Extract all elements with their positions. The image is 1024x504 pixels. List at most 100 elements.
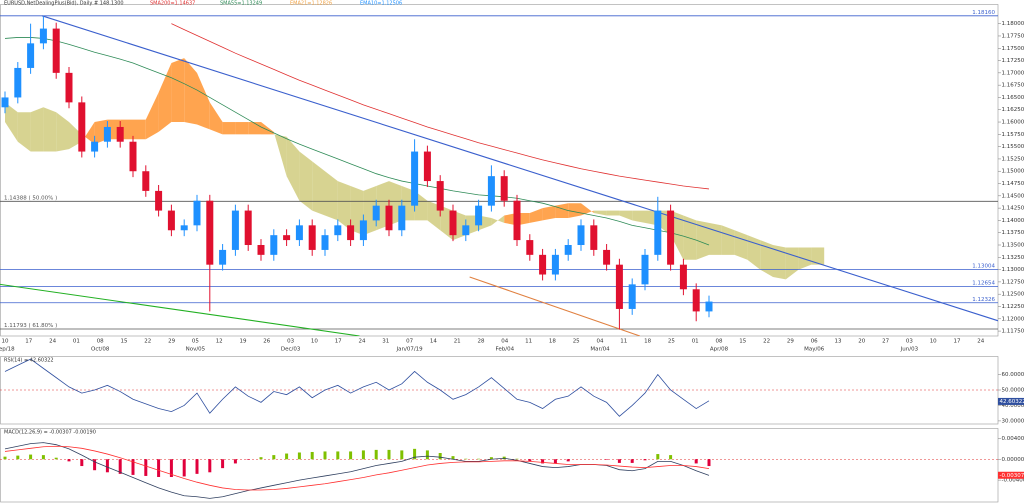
x-tick-label: 04 bbox=[597, 339, 604, 345]
y-tick-label: 1.13750 bbox=[1002, 230, 1024, 236]
candle-body bbox=[667, 210, 675, 265]
macd-histogram-bar bbox=[182, 459, 186, 477]
indicator-label: EMA10=1.12506 bbox=[360, 0, 402, 6]
macd-histogram-bar bbox=[515, 458, 519, 460]
macd-marker-box bbox=[998, 471, 1024, 479]
x-tick-label: 15 bbox=[739, 339, 746, 345]
macd-histogram-bar bbox=[131, 459, 135, 475]
candle-body bbox=[142, 171, 150, 191]
cloud-segment bbox=[209, 102, 223, 135]
cloud-segment bbox=[542, 205, 556, 221]
moving-average bbox=[4, 37, 710, 246]
candle-body bbox=[180, 225, 188, 231]
y-tick-label: 1.13500 bbox=[1002, 243, 1024, 249]
cloud-segment bbox=[529, 208, 543, 223]
cloud-segment bbox=[133, 119, 146, 140]
x-tick-label: 24 bbox=[977, 339, 984, 345]
x-tick-label: 06 bbox=[811, 339, 818, 345]
rsi-tick-label: 30.00000 bbox=[1002, 418, 1024, 424]
x-month-label: Oct/08 bbox=[91, 347, 110, 353]
level-label: 1.18160 bbox=[972, 10, 995, 16]
cloud-segment bbox=[337, 181, 351, 231]
x-tick-label: 01 bbox=[692, 339, 699, 345]
x-tick-label: 18 bbox=[549, 339, 556, 345]
candle-body bbox=[1, 97, 9, 108]
cloud-segment bbox=[811, 247, 825, 265]
macd-histogram-bar bbox=[477, 458, 481, 460]
cloud-segment bbox=[785, 247, 799, 280]
candle-body bbox=[91, 141, 99, 152]
indicator-label: SMA55=1.13249 bbox=[220, 0, 262, 6]
x-tick-label: 08 bbox=[97, 339, 104, 345]
y-tick-label: 1.17000 bbox=[1002, 70, 1024, 76]
x-tick-label: 29 bbox=[787, 339, 794, 345]
macd-tick-label: 0.00400 bbox=[1002, 436, 1024, 442]
candle-body bbox=[679, 264, 687, 290]
x-tick-label: 27 bbox=[882, 339, 889, 345]
x-month-label: Dec/03 bbox=[281, 347, 301, 353]
candle-body bbox=[359, 220, 367, 241]
x-month-label: Nov/05 bbox=[186, 347, 206, 353]
macd-histogram-bar bbox=[29, 454, 33, 460]
candle-body bbox=[513, 200, 521, 241]
macd-tick-label: 0.00000 bbox=[1002, 457, 1024, 463]
x-tick-label: 10 bbox=[2, 339, 9, 345]
macd-panel-frame bbox=[0, 428, 999, 503]
macd-histogram-bar bbox=[297, 452, 301, 460]
candle-body bbox=[257, 245, 265, 255]
candle-body bbox=[423, 151, 431, 182]
cloud-segment bbox=[709, 222, 722, 255]
level-label: 1.13004 bbox=[972, 263, 995, 269]
cloud-segment bbox=[325, 171, 338, 221]
x-tick-label: 04 bbox=[501, 339, 508, 345]
cloud-segment bbox=[43, 107, 57, 152]
macd-marker-label: -0.00307 bbox=[1000, 473, 1024, 479]
candle-body bbox=[705, 301, 713, 312]
macd-histogram-bar bbox=[80, 459, 84, 467]
x-month-label: Jan/07/19 bbox=[396, 347, 424, 353]
x-tick-label: 29 bbox=[168, 339, 175, 345]
x-month-label: Sep/18 bbox=[0, 347, 15, 353]
trendline bbox=[0, 283, 360, 336]
candle-body bbox=[65, 72, 73, 103]
level-label: 1.12326 bbox=[972, 297, 995, 303]
indicator-label: EMA21=1.12826 bbox=[290, 0, 332, 6]
candle-body bbox=[129, 141, 137, 172]
x-tick-label: 08 bbox=[716, 339, 723, 345]
indicator-label: SMA200=1.14637 bbox=[150, 0, 195, 6]
candle-body bbox=[603, 249, 611, 265]
candle-body bbox=[487, 176, 495, 206]
cloud-segment bbox=[773, 245, 786, 280]
x-tick-label: 24 bbox=[359, 339, 366, 345]
macd-histogram-bar bbox=[285, 453, 289, 460]
macd-histogram-bar bbox=[528, 459, 532, 462]
cloud-segment bbox=[632, 210, 645, 223]
macd-histogram-bar bbox=[630, 459, 634, 463]
x-tick-label: 26 bbox=[263, 339, 270, 345]
macd-histogram-bar bbox=[694, 459, 698, 464]
candle-body bbox=[244, 210, 252, 246]
y-tick-label: 1.17500 bbox=[1002, 46, 1024, 52]
macd-histogram-bar bbox=[605, 459, 609, 460]
candle-body bbox=[526, 240, 534, 255]
macd-histogram-bar bbox=[272, 455, 276, 460]
x-tick-label: 12 bbox=[216, 339, 223, 345]
chart-header: EURUSD,NetDealingPlus(Bid), Daily # 148.… bbox=[4, 0, 124, 6]
macd-histogram-bar bbox=[361, 450, 365, 460]
cloud-segment bbox=[30, 107, 44, 152]
cloud-segment bbox=[273, 131, 287, 177]
candle-body bbox=[219, 249, 227, 265]
x-month-label: Mar/04 bbox=[590, 347, 610, 353]
y-tick-label: 1.14500 bbox=[1002, 193, 1024, 199]
candle-body bbox=[270, 235, 278, 255]
cloud-segment bbox=[606, 210, 620, 216]
macd-histogram-bar bbox=[425, 450, 429, 460]
y-tick-label: 1.13250 bbox=[1002, 255, 1024, 261]
x-tick-label: 11 bbox=[620, 339, 627, 345]
y-tick-label: 1.15000 bbox=[1002, 169, 1024, 175]
macd-histogram-bar bbox=[323, 451, 327, 460]
cloud-segment bbox=[619, 210, 633, 221]
y-tick-label: 1.16500 bbox=[1002, 95, 1024, 101]
candle-body bbox=[116, 126, 124, 142]
y-tick-label: 1.14000 bbox=[1002, 218, 1024, 224]
